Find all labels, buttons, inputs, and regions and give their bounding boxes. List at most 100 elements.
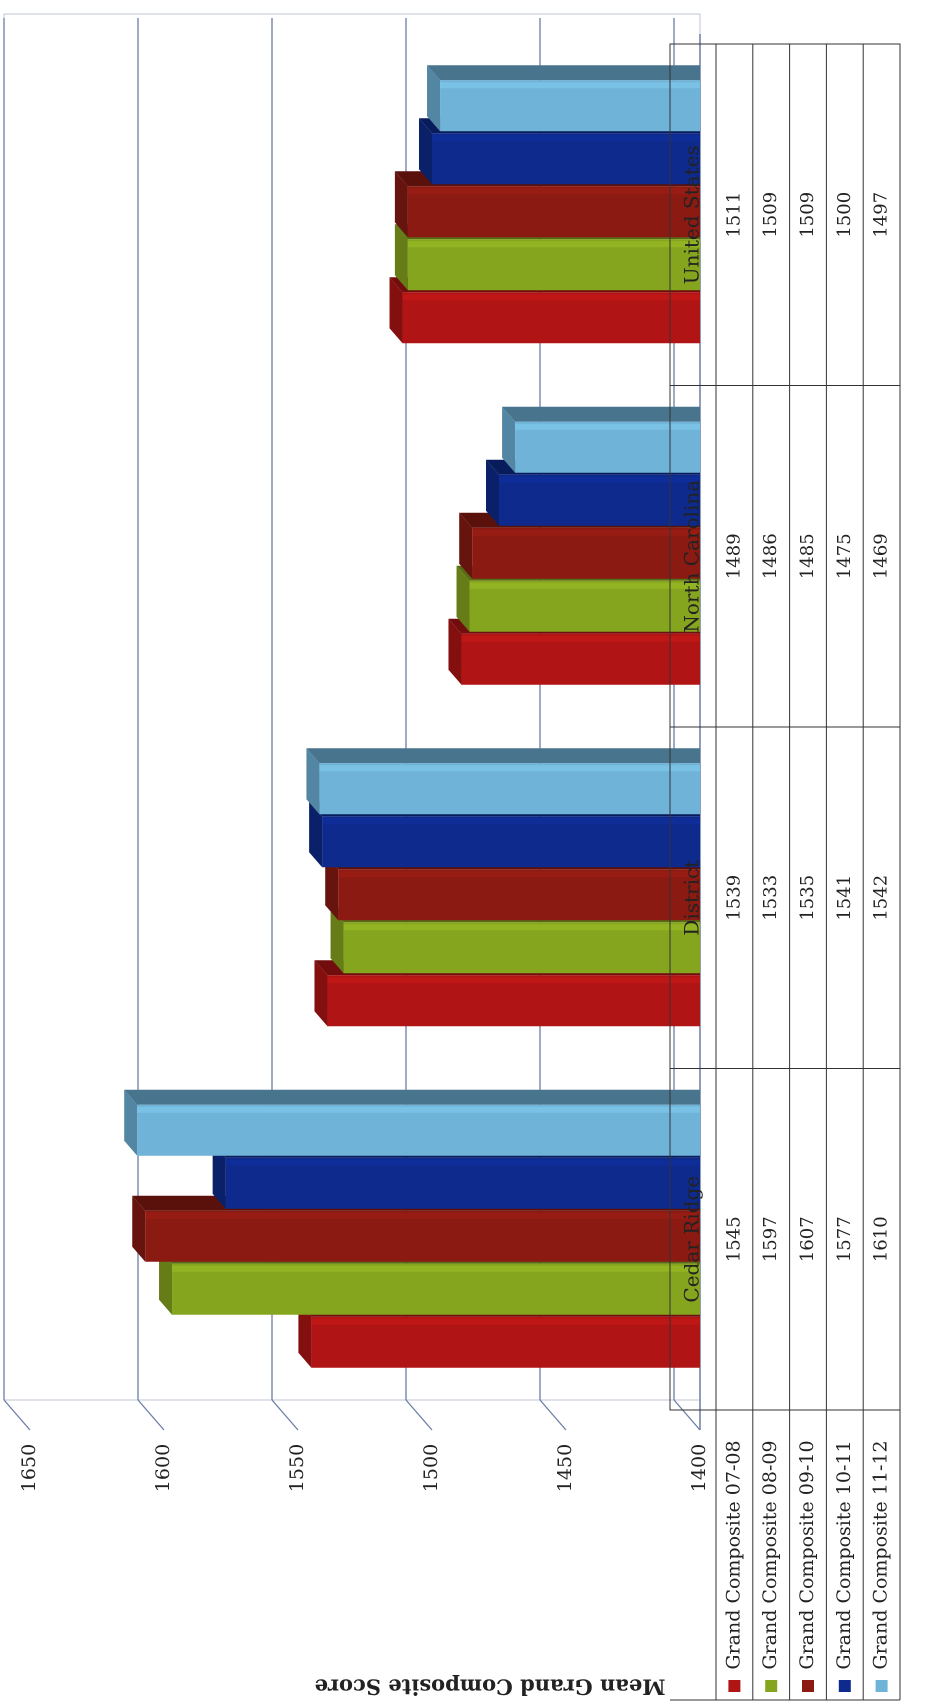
bar — [306, 748, 700, 815]
bar-front — [407, 186, 700, 238]
bar-top-face — [427, 65, 700, 81]
bar-front — [327, 975, 700, 1027]
bar-highlight — [461, 635, 700, 642]
data-table-value: 1500 — [834, 192, 855, 238]
legend-swatch — [875, 1680, 888, 1692]
bar-front — [311, 1316, 700, 1368]
bar-front — [472, 527, 700, 579]
y-tick-label: 1600 — [152, 1444, 174, 1492]
bar-end-face — [389, 277, 403, 344]
bar-highlight — [322, 818, 700, 825]
bar-end-face — [159, 1248, 173, 1315]
bar-end-face — [212, 1142, 226, 1209]
bar-front — [322, 816, 700, 868]
bar-highlight — [327, 977, 700, 984]
bar-front — [172, 1263, 701, 1315]
gridline-floor — [405, 1399, 433, 1431]
bar-end-face — [448, 618, 462, 685]
bar-front — [137, 1104, 700, 1156]
legend-swatch — [838, 1680, 851, 1692]
bar-end-face — [502, 406, 516, 473]
data-table-value: 1577 — [834, 1216, 855, 1262]
bar-front — [515, 421, 700, 473]
bar-highlight — [440, 82, 700, 89]
data-table-value: 1541 — [834, 875, 855, 921]
bar-front — [343, 922, 700, 974]
data-table-value: 1486 — [760, 533, 781, 579]
data-table-value: 1469 — [871, 533, 892, 579]
bar-highlight — [432, 135, 700, 142]
bar-end-face — [325, 854, 339, 921]
data-table-value: 1509 — [797, 192, 818, 238]
legend-swatch — [802, 1680, 814, 1692]
bar-front — [225, 1157, 700, 1209]
bar-front — [469, 580, 700, 632]
bar-front — [145, 1210, 701, 1262]
bar — [502, 406, 700, 473]
gridline-floor — [539, 1399, 567, 1431]
bar-highlight — [225, 1159, 700, 1166]
bar-end-face — [124, 1089, 138, 1156]
category-label: North Carolina — [680, 480, 704, 633]
bar-end-face — [330, 907, 344, 974]
legend-entry: Grand Composite 11-12 — [870, 1440, 892, 1669]
bar-front — [461, 633, 700, 685]
gridline-floor — [673, 1399, 701, 1431]
category-label: District — [680, 860, 704, 936]
bar-front — [499, 474, 700, 526]
bar-end-face — [309, 801, 323, 868]
bar-highlight — [338, 871, 700, 878]
legend-swatch — [728, 1680, 741, 1692]
bar-end-face — [394, 224, 408, 291]
bar-end-face — [459, 512, 473, 579]
legend-swatch — [765, 1680, 778, 1692]
legend-entry: Grand Composite 07-08 — [722, 1440, 744, 1669]
legend-entry: Grand Composite 10-11 — [833, 1440, 855, 1669]
gridline-floor — [271, 1399, 299, 1431]
data-table-value: 1539 — [723, 875, 744, 921]
bar-highlight — [469, 582, 700, 589]
bar-top-face — [502, 406, 700, 422]
data-table-value: 1533 — [760, 875, 781, 921]
bar-end-face — [132, 1195, 146, 1262]
data-table-value: 1497 — [871, 192, 892, 238]
data-table-value: 1610 — [871, 1216, 892, 1262]
bar-front — [440, 80, 700, 132]
data-table-value: 1545 — [723, 1216, 744, 1262]
bar-highlight — [137, 1106, 700, 1113]
bar-front — [432, 133, 700, 185]
data-table-value: 1607 — [797, 1216, 818, 1262]
bar-highlight — [499, 476, 700, 483]
bar-end-face — [427, 65, 441, 132]
data-table-value: 1535 — [797, 875, 818, 921]
data-table-value: 1509 — [760, 192, 781, 238]
category-label: United States — [680, 145, 704, 284]
bar-highlight — [407, 188, 700, 195]
bar-highlight — [515, 423, 700, 430]
bar-end-face — [456, 565, 470, 632]
y-tick-label: 1500 — [420, 1444, 442, 1492]
bar-highlight — [343, 924, 700, 931]
bar-end-face — [314, 960, 328, 1027]
bar-highlight — [145, 1212, 701, 1219]
bar-front — [407, 239, 700, 291]
bar-highlight — [172, 1265, 701, 1272]
bar — [124, 1089, 700, 1156]
data-table-value: 1542 — [871, 875, 892, 921]
category-label: Cedar Ridge — [680, 1176, 704, 1303]
bar-highlight — [472, 529, 700, 536]
legend-entry: Grand Composite 09-10 — [796, 1440, 818, 1669]
bar-front — [338, 869, 700, 921]
bar-highlight — [407, 241, 700, 248]
gridline-floor — [137, 1399, 165, 1431]
bar-highlight — [319, 765, 700, 772]
data-table-value: 1489 — [723, 533, 744, 579]
bar — [427, 65, 700, 132]
bar-end-face — [394, 171, 408, 238]
y-tick-label: 1550 — [286, 1444, 308, 1492]
data-table-value: 1475 — [834, 533, 855, 579]
bar-top-face — [306, 748, 700, 764]
bar-highlight — [402, 294, 700, 301]
